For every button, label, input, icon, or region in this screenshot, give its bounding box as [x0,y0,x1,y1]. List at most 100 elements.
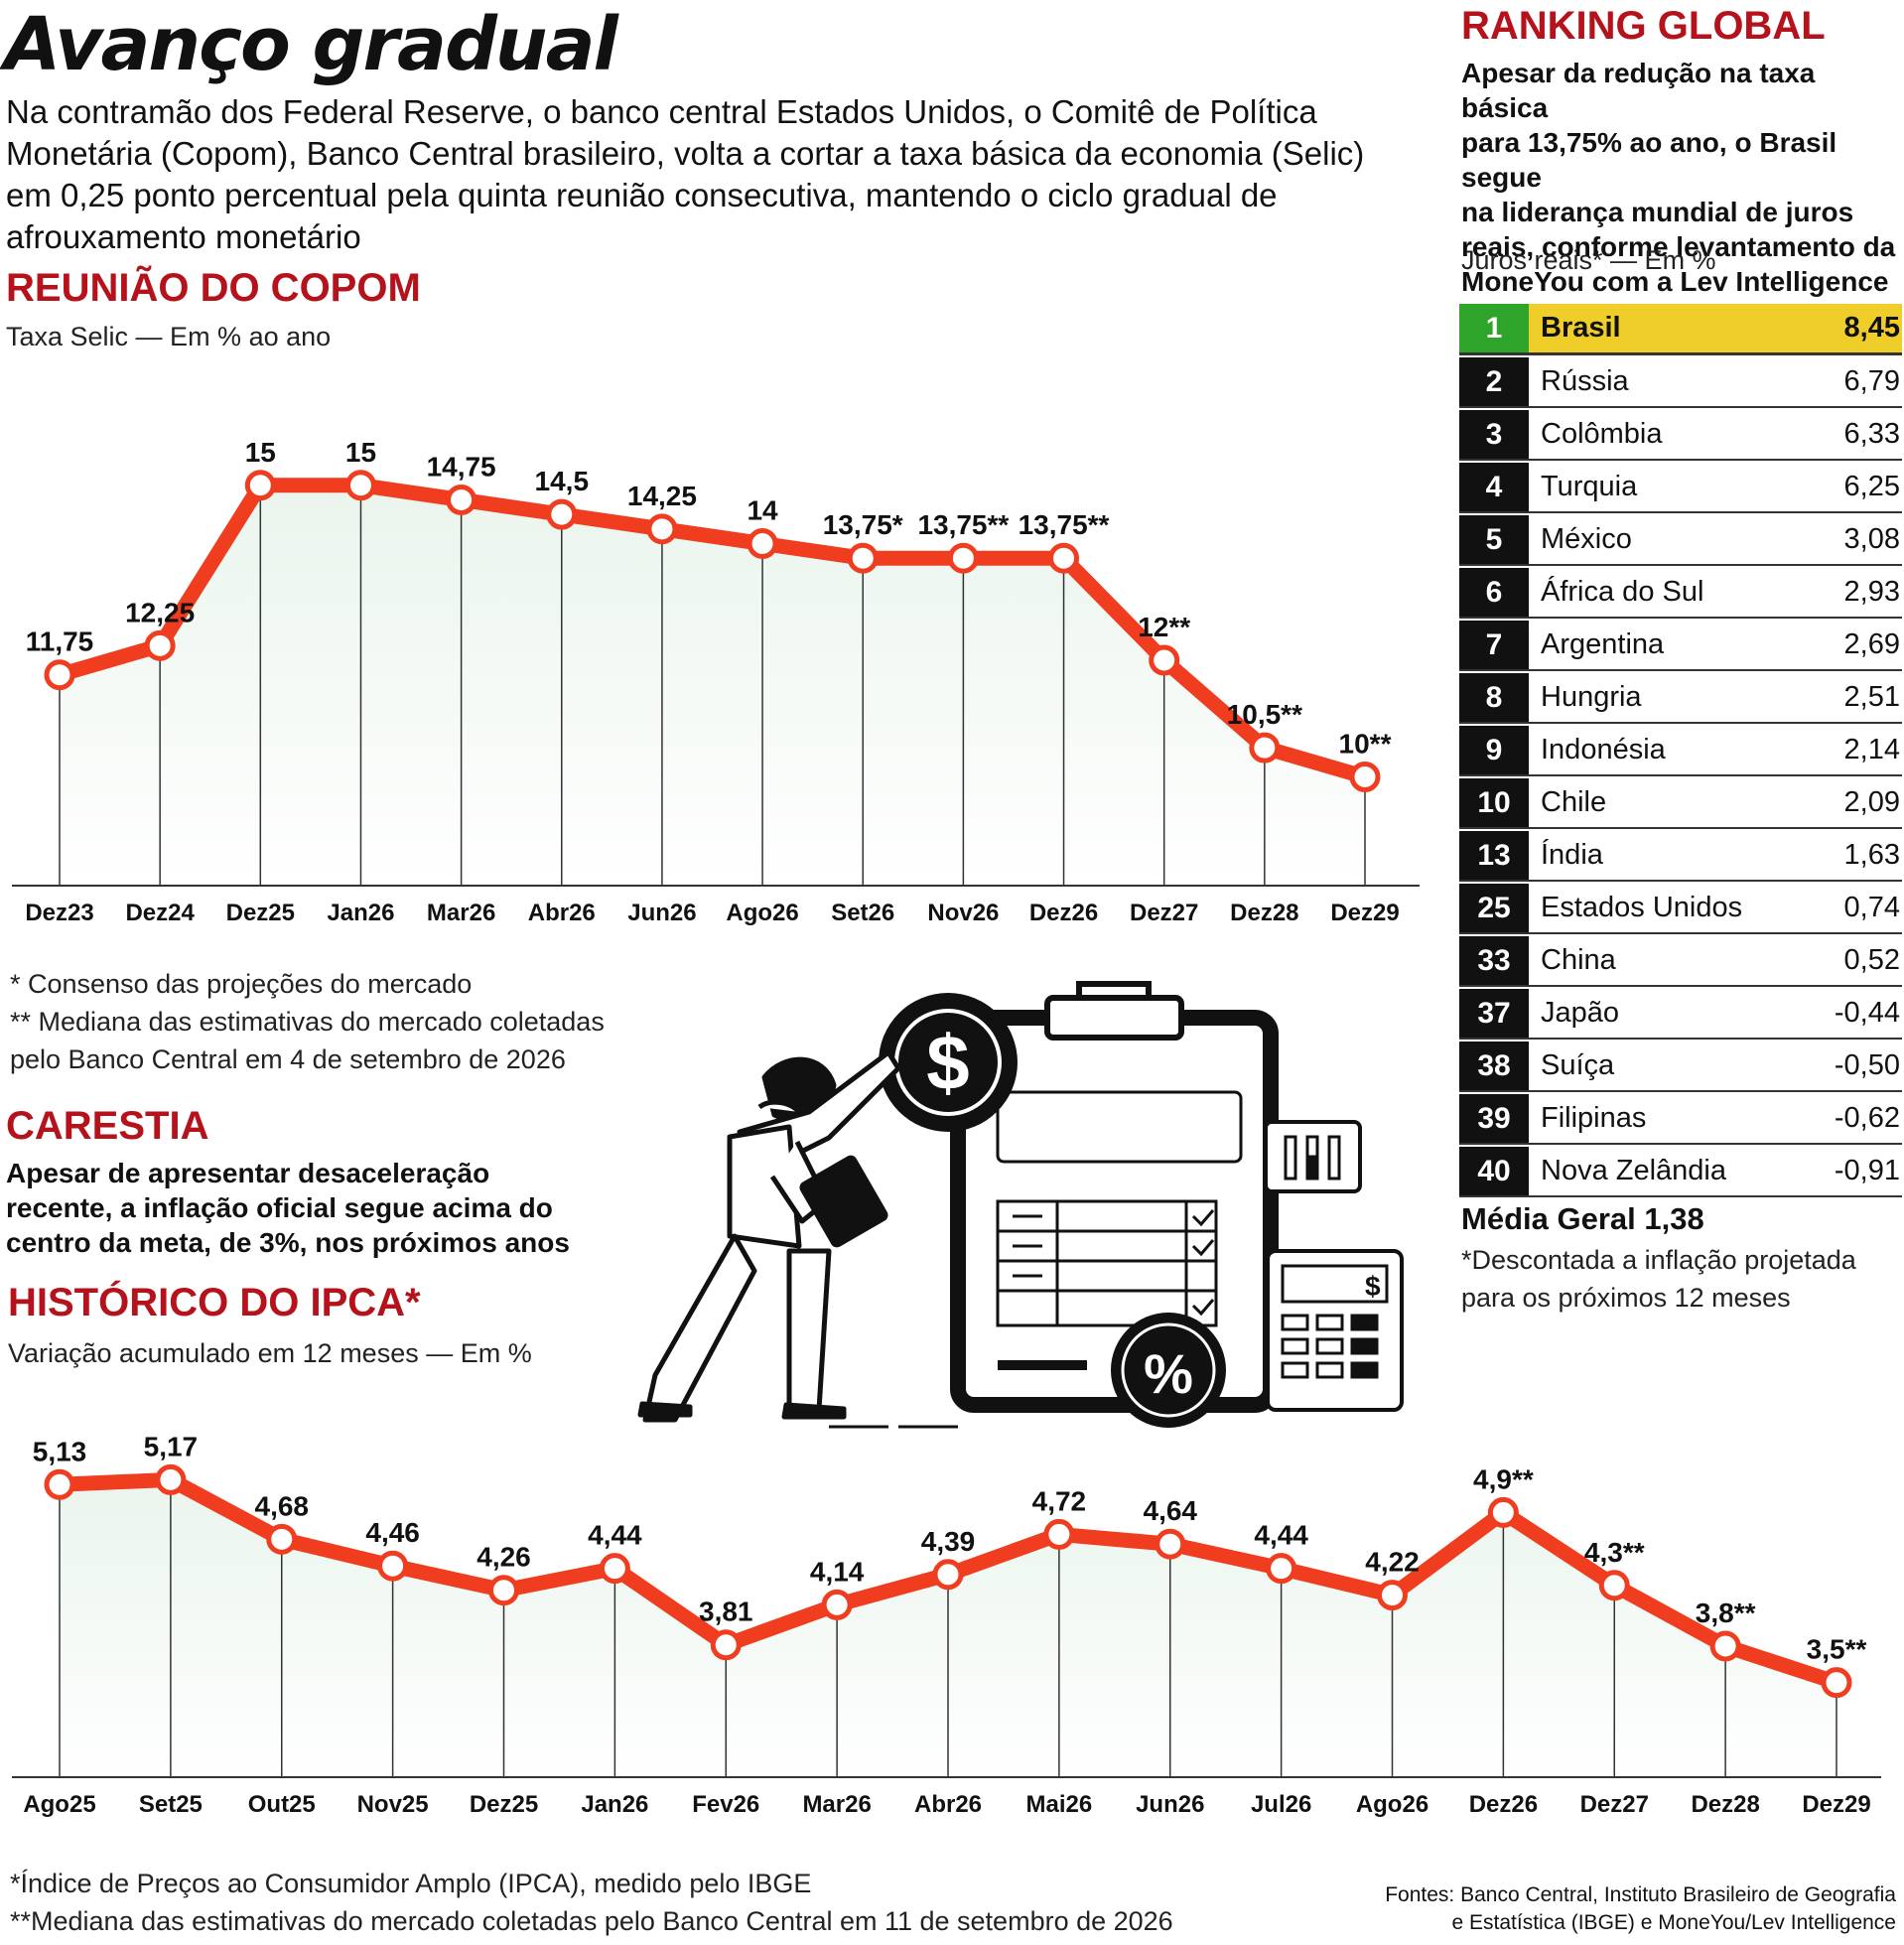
copom-point [1149,644,1180,676]
ipca-point [599,1553,630,1585]
ranking-row: 38 Suíça -0,50 [1459,1042,1902,1092]
copom-point [646,513,678,545]
rank-value: 6,79 [1843,365,1900,397]
rank-number: 38 [1459,1042,1529,1090]
ipca-value-label: 4,68 [255,1490,310,1521]
ipca-point [710,1629,742,1661]
copom-tick-label: Dez26 [1029,900,1098,926]
ipca-value-label: 4,44 [588,1520,642,1551]
ipca-tick-label: Out25 [248,1791,316,1818]
ipca-value-label: 3,81 [699,1597,753,1627]
copom-value-label: 11,75 [26,626,94,657]
copom-tick-label: Nov26 [927,900,999,926]
rank-country: Indonésia [1541,734,1666,765]
copom-value-label: 13,75** [1019,509,1110,540]
rank-country: Suíça [1541,1049,1615,1081]
copom-point [747,528,778,559]
ipca-point [1377,1580,1408,1611]
calculator-icon: $ [1266,1249,1404,1412]
percent-coin-icon: % [1111,1313,1226,1428]
copom-value-label: 14,25 [627,481,697,511]
ranking-row: 6 África do Sul 2,93 [1459,568,1902,619]
ranking-footnote-1: *Descontada a inflação projetada [1461,1245,1856,1275]
copom-tick-label: Abr26 [528,900,596,926]
rank-value: 0,52 [1843,944,1900,976]
copom-value-label: 14,75 [427,451,496,482]
dollar-coin-icon: $ [879,993,1018,1132]
ipca-value-label: 4,22 [1365,1547,1420,1578]
rank-number: 9 [1459,726,1529,774]
ipca-value-label: 5,17 [144,1431,199,1461]
copom-note-3: pelo Banco Central em 4 de setembro de 2… [10,1044,566,1074]
ranking-row: 9 Indonésia 2,14 [1459,726,1902,776]
ipca-tick-label: Mai26 [1026,1791,1093,1818]
rank-country: México [1541,523,1632,555]
ipca-subtitle: Variação acumulado em 12 meses — Em % [8,1338,532,1368]
ipca-tick-label: Nov25 [357,1791,429,1818]
rank-country: Argentina [1541,628,1665,660]
carestia-text-3: centro da meta, de 3%, nos próximos anos [6,1227,570,1258]
ranking-desc-2: para 13,75% ao ano, o Brasil segue [1461,127,1837,193]
copom-point [847,542,879,574]
copom-value-label: 12,25 [125,597,195,627]
rank-number: 13 [1459,831,1529,880]
rank-value: 8,45 [1843,312,1900,344]
copom-tick-label: Dez25 [226,900,295,926]
rank-country: Rússia [1541,365,1629,397]
ipca-value-label: 4,72 [1032,1485,1087,1516]
ipca-point [155,1463,187,1495]
copom-value-label: 15 [245,437,276,468]
ranking-row: 25 Estados Unidos 0,74 [1459,884,1902,934]
copom-tick-label: Dez27 [1130,900,1198,926]
ipca-point [932,1559,964,1591]
ranking-subtitle: Juros reais* — Em % [1461,245,1716,275]
ranking-row: 39 Filipinas -0,62 [1459,1094,1902,1145]
copom-tick-label: Dez29 [1330,900,1399,926]
rank-number: 39 [1459,1094,1529,1143]
copom-point [1249,732,1281,764]
ipca-tick-label: Abr26 [914,1791,982,1818]
ipca-tick-label: Fev26 [692,1791,759,1818]
copom-value-label: 10** [1339,729,1392,760]
ranking-row: 1 Brasil 8,45 [1459,304,1902,355]
ipca-tick-label: Dez28 [1691,1791,1759,1818]
rank-number: 8 [1459,673,1529,722]
rank-number: 5 [1459,515,1529,564]
ipca-chart: 5,13 Ago25 5,17 Set25 4,68 Out25 4,46 Nov25 4,26… [12,1431,1881,1818]
rank-country: Brasil [1541,312,1621,344]
rank-value: 2,51 [1843,681,1900,713]
copom-value-label: 13,75* [823,509,903,540]
ranking-table: 1 Brasil 8,45 2 Rússia 6,79 3 Colômbia 6,33 4 Turq… [1459,304,1902,1199]
ipca-value-label: 4,14 [810,1556,865,1587]
ipca-tick-label: Dez29 [1802,1791,1870,1818]
rank-value: 2,69 [1843,628,1900,660]
copom-point [947,542,979,574]
ranking-row: 37 Japão -0,44 [1459,989,1902,1040]
ranking-desc-3: na liderança mundial de juros [1461,197,1854,227]
ipca-point [44,1468,75,1500]
rank-value: -0,91 [1834,1155,1900,1186]
sources-line-1: Fontes: Banco Central, Instituto Brasile… [1385,1883,1896,1906]
copom-tick-label: Dez24 [125,900,195,926]
ipca-tick-label: Dez26 [1469,1791,1538,1818]
ipca-value-label: 3,8** [1696,1598,1756,1628]
copom-series-line [52,478,1373,784]
rank-number: 6 [1459,568,1529,617]
ipca-note-1: *Índice de Preços ao Consumidor Amplo (I… [10,1869,812,1898]
ipca-tick-label: Ago26 [1356,1791,1428,1818]
sources-line-2: e Estatística (IBGE) e MoneYou/Lev Intel… [1451,1911,1896,1934]
copom-title: REUNIÃO DO COPOM [6,266,421,310]
ranking-row: 33 China 0,52 [1459,936,1902,987]
ipca-tick-label: Mar26 [802,1791,871,1818]
rank-number: 4 [1459,463,1529,511]
copom-note-2: ** Mediana das estimativas do mercado co… [10,1007,605,1037]
rank-country: Nova Zelândia [1541,1155,1726,1186]
copom-tick-label: Ago26 [726,900,798,926]
ipca-value-label: 4,64 [1144,1495,1198,1526]
ipca-tick-label: Jul26 [1251,1791,1311,1818]
ipca-value-label: 4,26 [476,1542,531,1573]
rank-country: Hungria [1541,681,1642,713]
copom-point [144,629,176,661]
ranking-row: 10 Chile 2,09 [1459,778,1902,829]
ipca-value-label: 4,3** [1584,1537,1645,1568]
